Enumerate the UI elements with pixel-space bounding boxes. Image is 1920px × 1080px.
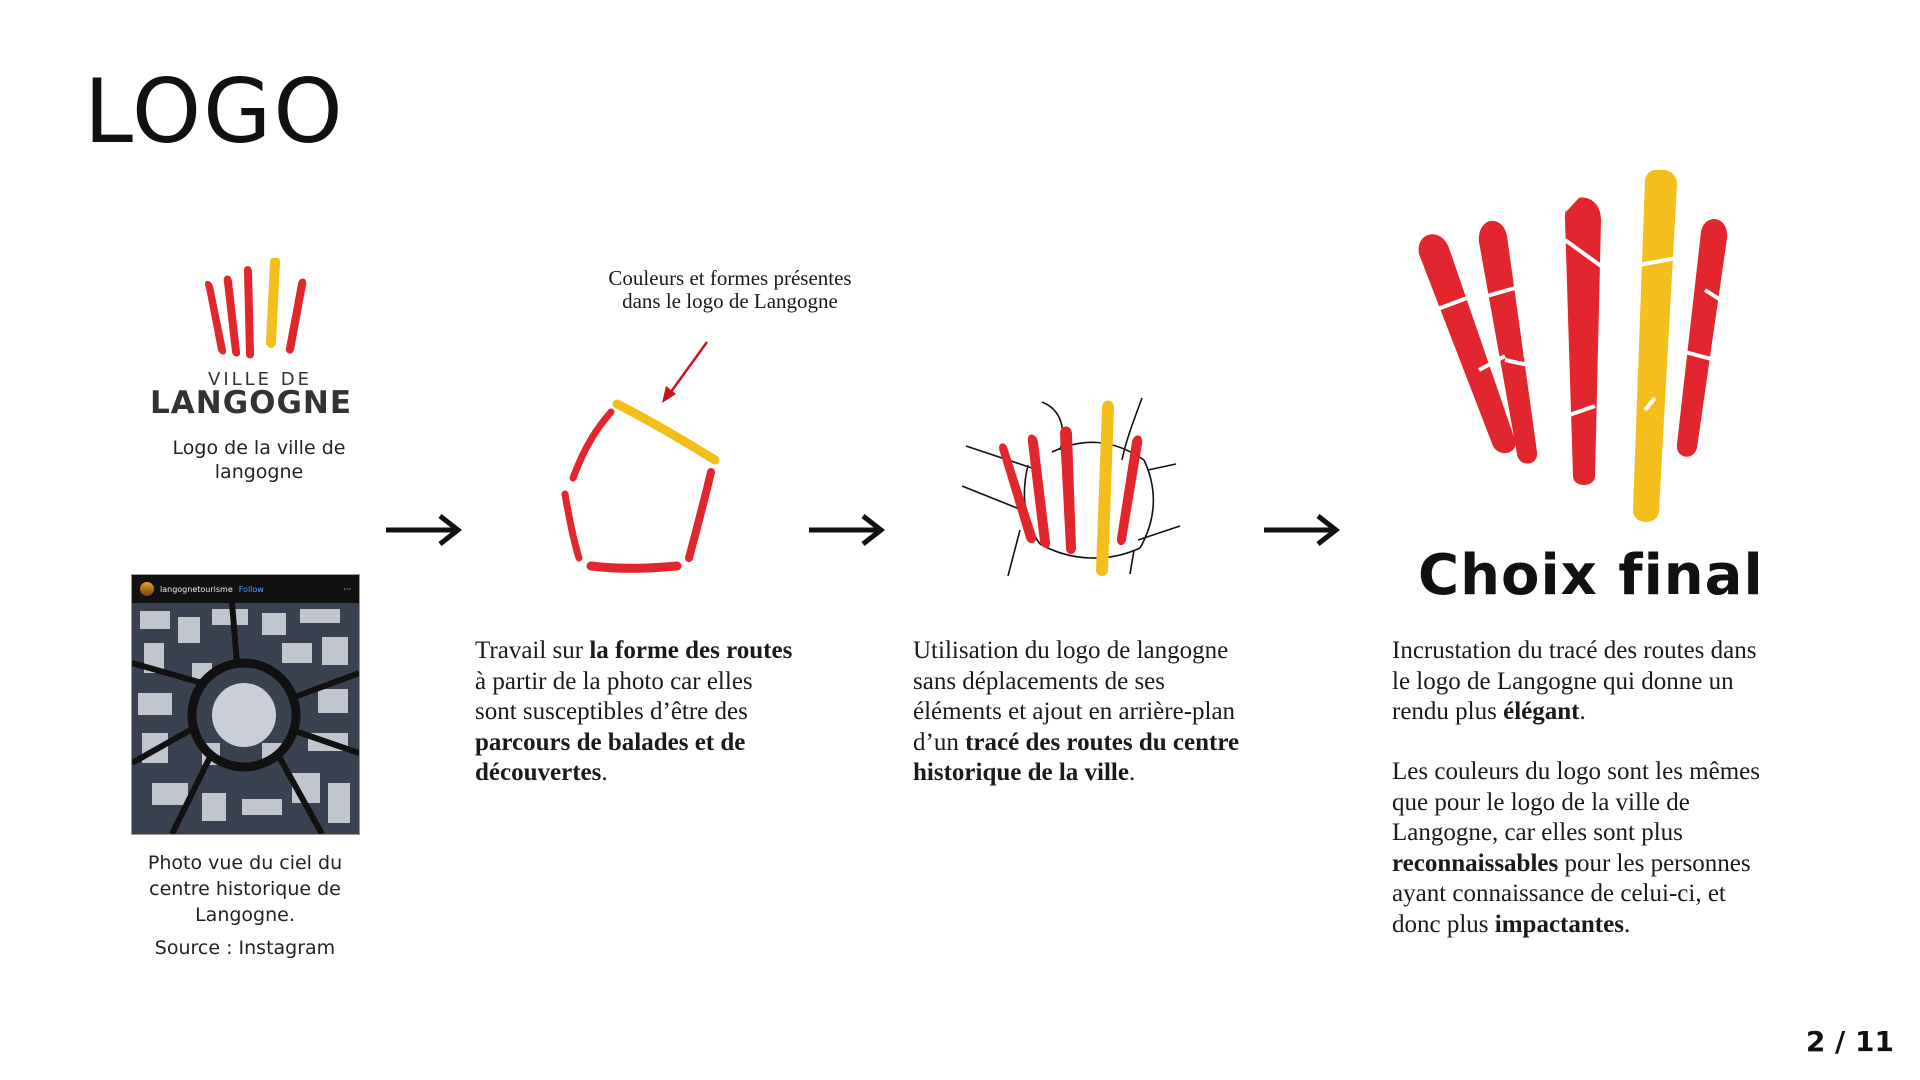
arrow-right-icon <box>809 514 886 546</box>
langogne-wordmark: LANGOGNE <box>150 385 353 421</box>
final-description-2: Les couleurs du logo sont les mêmes que … <box>1392 757 1772 940</box>
text-run: Les couleurs du logo sont les mêmes que … <box>1392 758 1760 846</box>
emphasis-text: impactantes <box>1494 910 1624 938</box>
text-run: . <box>1579 698 1586 725</box>
emphasis-text: parcours de balades et de découvertes <box>475 728 746 787</box>
more-options-icon: ··· <box>343 584 351 594</box>
aerial-city-image <box>132 602 359 834</box>
text-run: . <box>1128 759 1136 786</box>
instagram-handle: langognetourisme <box>160 584 233 594</box>
step2-description: Utilisation du logo de langogne sans dép… <box>913 636 1243 789</box>
text-run: Travail sur <box>475 637 590 664</box>
final-description-1: Incrustation du tracé des routes dans le… <box>1392 636 1772 728</box>
step1-description: Travail sur la forme des routes à partir… <box>475 636 800 789</box>
route-shape-pentagon <box>561 399 720 573</box>
logo-caption: Logo de la ville de langogne <box>172 437 346 483</box>
photo-caption: Photo vue du ciel du centre historique d… <box>147 852 343 926</box>
text-run: à partir de la photo car elles sont susc… <box>475 667 753 726</box>
annotation-pointer-arrow <box>662 341 709 403</box>
page-title: LOGO <box>84 60 345 163</box>
text-run: pour les personnes ayant connaissance de… <box>1392 849 1751 938</box>
ville-de-label: VILLE DE <box>208 369 313 390</box>
final-choice-heading: Choix final <box>1418 543 1764 608</box>
instagram-header: langognetourisme Follow ··· <box>132 575 359 603</box>
text-run: Utilisation du logo de langogne sans dép… <box>913 637 1236 756</box>
arrow-right-icon <box>1264 514 1341 546</box>
logo-with-road-trace <box>962 397 1181 577</box>
aerial-photo-instagram-post: langognetourisme Follow ··· <box>131 574 360 835</box>
emphasis-text: la forme des routes <box>589 637 793 664</box>
text-run: . <box>1623 910 1631 938</box>
arrow-right-icon <box>386 514 463 546</box>
emphasis-text: tracé des routes du centre historique de… <box>913 728 1240 787</box>
page-number: 2 / 11 <box>1805 1025 1894 1058</box>
profile-avatar <box>140 582 154 596</box>
text-run: Incrustation du tracé des routes dans le… <box>1392 637 1757 725</box>
langogne-logo <box>204 258 307 359</box>
emphasis-text: reconnaissables <box>1392 849 1559 877</box>
emphasis-text: élégant <box>1503 698 1580 725</box>
follow-link: Follow <box>238 584 264 594</box>
annotation-text: Couleurs et formes présentes dans le log… <box>608 266 852 313</box>
photo-source: Source : Instagram <box>154 937 336 959</box>
final-logo <box>1418 170 1729 522</box>
text-run: . <box>601 759 608 786</box>
